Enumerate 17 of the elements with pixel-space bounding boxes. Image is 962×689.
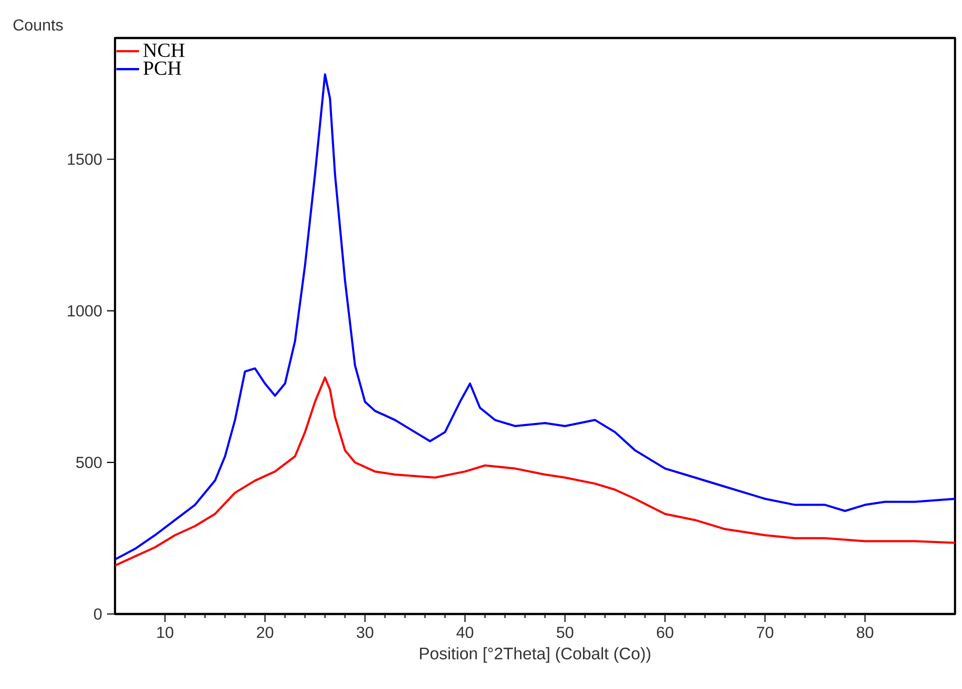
line-series: [115, 73, 956, 561]
x-tick-label: 10: [157, 626, 174, 638]
x-tick-label: 30: [356, 626, 374, 638]
y-tick-label: 1500: [68, 154, 102, 165]
x-axis-title: Position [°2Theta] (Cobalt (Co)): [420, 647, 650, 663]
y-tick-label: 0: [94, 608, 102, 620]
y-tick-label: 1000: [68, 305, 102, 316]
x-tick-label: 50: [556, 626, 574, 638]
x-tick-label: 60: [656, 626, 674, 638]
x-tick-label: 70: [756, 626, 774, 638]
legend-label: PCH: [143, 62, 182, 75]
y-tick-label: 500: [76, 456, 102, 468]
x-tick-label: 40: [456, 626, 474, 638]
y-axis-title: Counts: [14, 19, 63, 31]
x-tick-label: 80: [856, 626, 874, 638]
legend-label: NCH: [143, 44, 184, 58]
x-tick-label: 20: [256, 626, 274, 638]
